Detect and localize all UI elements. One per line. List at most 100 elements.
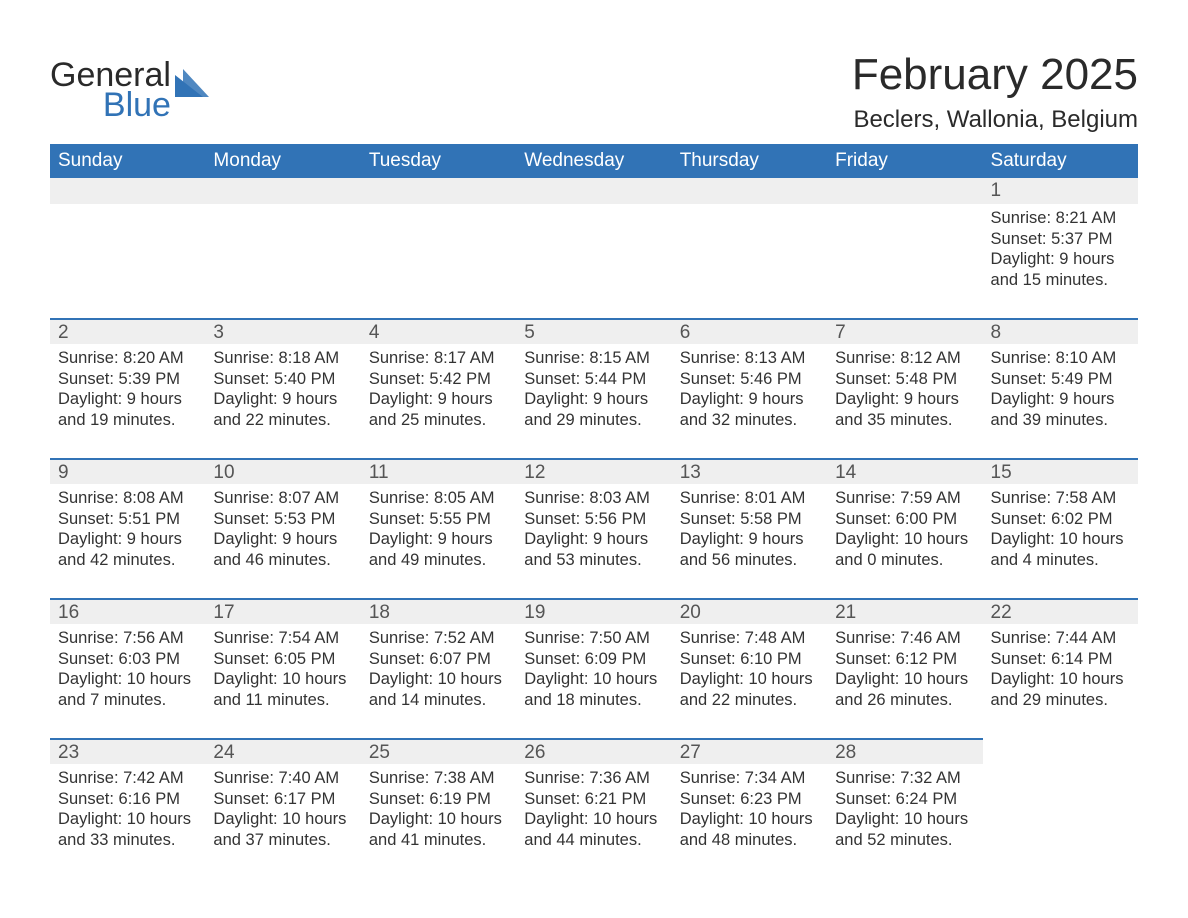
daylight-text: Daylight: 10 hours and 48 minutes. [680,809,819,850]
day-content: Sunrise: 7:34 AMSunset: 6:23 PMDaylight:… [672,764,827,859]
sunrise-text: Sunrise: 7:36 AM [524,768,663,789]
day-header: Tuesday [361,144,516,178]
calendar-cell: 2Sunrise: 8:20 AMSunset: 5:39 PMDaylight… [50,318,205,458]
day-content: Sunrise: 8:15 AMSunset: 5:44 PMDaylight:… [516,344,671,439]
daylight-text: Daylight: 9 hours and 42 minutes. [58,529,197,570]
daylight-text: Daylight: 9 hours and 35 minutes. [835,389,974,430]
day-content: Sunrise: 7:48 AMSunset: 6:10 PMDaylight:… [672,624,827,719]
day-number [827,178,982,204]
sunset-text: Sunset: 6:12 PM [835,649,974,670]
calendar-week-row: 9Sunrise: 8:08 AMSunset: 5:51 PMDaylight… [50,458,1138,598]
sunrise-text: Sunrise: 8:13 AM [680,348,819,369]
sunset-text: Sunset: 6:23 PM [680,789,819,810]
calendar-week-row: 1 Sunrise: 8:21 AMSunset: 5:37 PMDaylight… [50,178,1138,318]
sunrise-text: Sunrise: 7:42 AM [58,768,197,789]
calendar-cell: 19Sunrise: 7:50 AMSunset: 6:09 PMDayligh… [516,598,671,738]
calendar-cell: 18Sunrise: 7:52 AMSunset: 6:07 PMDayligh… [361,598,516,738]
logo-text: General Blue [50,58,171,122]
day-content: Sunrise: 7:46 AMSunset: 6:12 PMDaylight:… [827,624,982,719]
sunrise-text: Sunrise: 8:20 AM [58,348,197,369]
sunset-text: Sunset: 6:21 PM [524,789,663,810]
calendar-cell [983,738,1138,878]
day-number: 2 [50,318,205,344]
day-header: Sunday [50,144,205,178]
sunrise-text: Sunrise: 7:59 AM [835,488,974,509]
day-number: 24 [205,738,360,764]
calendar-cell: 23Sunrise: 7:42 AMSunset: 6:16 PMDayligh… [50,738,205,878]
day-content: Sunrise: 7:58 AMSunset: 6:02 PMDaylight:… [983,484,1138,579]
day-content: Sunrise: 7:40 AMSunset: 6:17 PMDaylight:… [205,764,360,859]
sunset-text: Sunset: 5:58 PM [680,509,819,530]
day-number: 5 [516,318,671,344]
daylight-text: Daylight: 10 hours and 33 minutes. [58,809,197,850]
sunset-text: Sunset: 5:55 PM [369,509,508,530]
calendar-page: General Blue February 2025 Beclers, Wall… [0,0,1188,918]
day-number: 9 [50,458,205,484]
daylight-text: Daylight: 10 hours and 14 minutes. [369,669,508,710]
daylight-text: Daylight: 10 hours and 11 minutes. [213,669,352,710]
day-number: 20 [672,598,827,624]
calendar-cell [50,178,205,318]
sunrise-text: Sunrise: 8:10 AM [991,348,1130,369]
day-number: 15 [983,458,1138,484]
daylight-text: Daylight: 10 hours and 29 minutes. [991,669,1130,710]
calendar-cell: 1 Sunrise: 8:21 AMSunset: 5:37 PMDaylight… [983,178,1138,318]
calendar-cell: 7Sunrise: 8:12 AMSunset: 5:48 PMDaylight… [827,318,982,458]
day-number: 10 [205,458,360,484]
calendar-cell: 8Sunrise: 8:10 AMSunset: 5:49 PMDaylight… [983,318,1138,458]
sunrise-text: Sunrise: 7:52 AM [369,628,508,649]
calendar-cell [361,178,516,318]
day-header: Monday [205,144,360,178]
calendar-cell: 12Sunrise: 8:03 AMSunset: 5:56 PMDayligh… [516,458,671,598]
daylight-text: Daylight: 9 hours and 53 minutes. [524,529,663,570]
calendar-cell: 5Sunrise: 8:15 AMSunset: 5:44 PMDaylight… [516,318,671,458]
day-number: 25 [361,738,516,764]
daylight-text: Daylight: 10 hours and 41 minutes. [369,809,508,850]
day-content: Sunrise: 8:10 AMSunset: 5:49 PMDaylight:… [983,344,1138,439]
sunset-text: Sunset: 6:24 PM [835,789,974,810]
sunset-text: Sunset: 5:56 PM [524,509,663,530]
calendar-cell: 27Sunrise: 7:34 AMSunset: 6:23 PMDayligh… [672,738,827,878]
calendar-cell: 22Sunrise: 7:44 AMSunset: 6:14 PMDayligh… [983,598,1138,738]
day-number: 4 [361,318,516,344]
daylight-text: Daylight: 10 hours and 0 minutes. [835,529,974,570]
calendar-cell: 3Sunrise: 8:18 AMSunset: 5:40 PMDaylight… [205,318,360,458]
sunrise-text: Sunrise: 8:03 AM [524,488,663,509]
sunrise-text: Sunrise: 8:08 AM [58,488,197,509]
day-content [827,204,982,216]
day-number: 14 [827,458,982,484]
sunrise-text: Sunrise: 7:50 AM [524,628,663,649]
day-content [983,764,1138,776]
sunset-text: Sunset: 6:05 PM [213,649,352,670]
day-content: Sunrise: 8:18 AMSunset: 5:40 PMDaylight:… [205,344,360,439]
sunrise-text: Sunrise: 7:38 AM [369,768,508,789]
day-content: Sunrise: 8:03 AMSunset: 5:56 PMDaylight:… [516,484,671,579]
day-number: 18 [361,598,516,624]
sunrise-text: Sunrise: 8:05 AM [369,488,508,509]
sunrise-text: Sunrise: 7:40 AM [213,768,352,789]
day-content: Sunrise: 7:59 AMSunset: 6:00 PMDaylight:… [827,484,982,579]
day-content [205,204,360,216]
day-number [50,178,205,204]
calendar-cell: 20Sunrise: 7:48 AMSunset: 6:10 PMDayligh… [672,598,827,738]
daylight-text: Daylight: 9 hours and 39 minutes. [991,389,1130,430]
sunrise-text: Sunrise: 8:21 AM [991,208,1130,229]
calendar-cell [827,178,982,318]
daylight-text: Daylight: 9 hours and 19 minutes. [58,389,197,430]
day-content: Sunrise: 7:38 AMSunset: 6:19 PMDaylight:… [361,764,516,859]
day-content: Sunrise: 8:17 AMSunset: 5:42 PMDaylight:… [361,344,516,439]
day-number: 1 [983,178,1138,204]
sunset-text: Sunset: 5:40 PM [213,369,352,390]
day-content: Sunrise: 7:56 AMSunset: 6:03 PMDaylight:… [50,624,205,719]
sunset-text: Sunset: 5:37 PM [991,229,1130,250]
day-number: 28 [827,738,982,764]
daylight-text: Daylight: 10 hours and 44 minutes. [524,809,663,850]
day-header: Wednesday [516,144,671,178]
sunrise-text: Sunrise: 7:46 AM [835,628,974,649]
day-number [516,178,671,204]
sunset-text: Sunset: 6:17 PM [213,789,352,810]
sunset-text: Sunset: 5:39 PM [58,369,197,390]
daylight-text: Daylight: 9 hours and 15 minutes. [991,249,1130,290]
day-content: Sunrise: 8:05 AMSunset: 5:55 PMDaylight:… [361,484,516,579]
day-content: Sunrise: 8:20 AMSunset: 5:39 PMDaylight:… [50,344,205,439]
